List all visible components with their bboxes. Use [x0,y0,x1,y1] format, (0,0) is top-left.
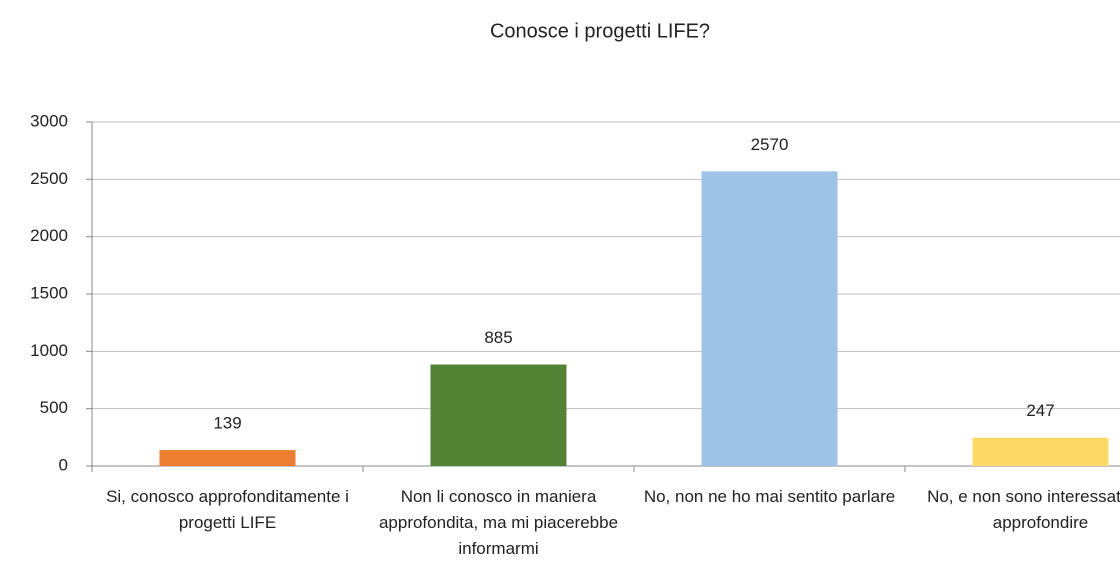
x-tick-label: Non li conosco in maniera approfondita, … [378,487,619,558]
x-tick-label: No, e non sono interessato ad approfondi… [927,487,1120,532]
value-label: 885 [484,328,512,347]
x-tick-label: Si, conosco approfonditamente i progetti… [106,487,349,532]
bar [972,437,1109,466]
y-tick-label: 500 [40,398,68,417]
bar [159,450,296,466]
bar [430,364,567,466]
y-tick-label: 1500 [30,283,68,302]
y-tick-label: 2000 [30,226,68,245]
y-tick-label: 1000 [30,341,68,360]
value-label: 139 [213,414,241,433]
y-tick-label: 0 [59,455,68,474]
x-tick-label: No, non ne ho mai sentito parlare [643,487,896,506]
value-label: 247 [1026,401,1054,420]
y-tick-label: 3000 [30,111,68,130]
chart-title: Conosce i progetti LIFE? [490,20,710,42]
value-label: 2570 [751,135,789,154]
y-tick-label: 2500 [30,169,68,188]
bar [701,171,838,466]
